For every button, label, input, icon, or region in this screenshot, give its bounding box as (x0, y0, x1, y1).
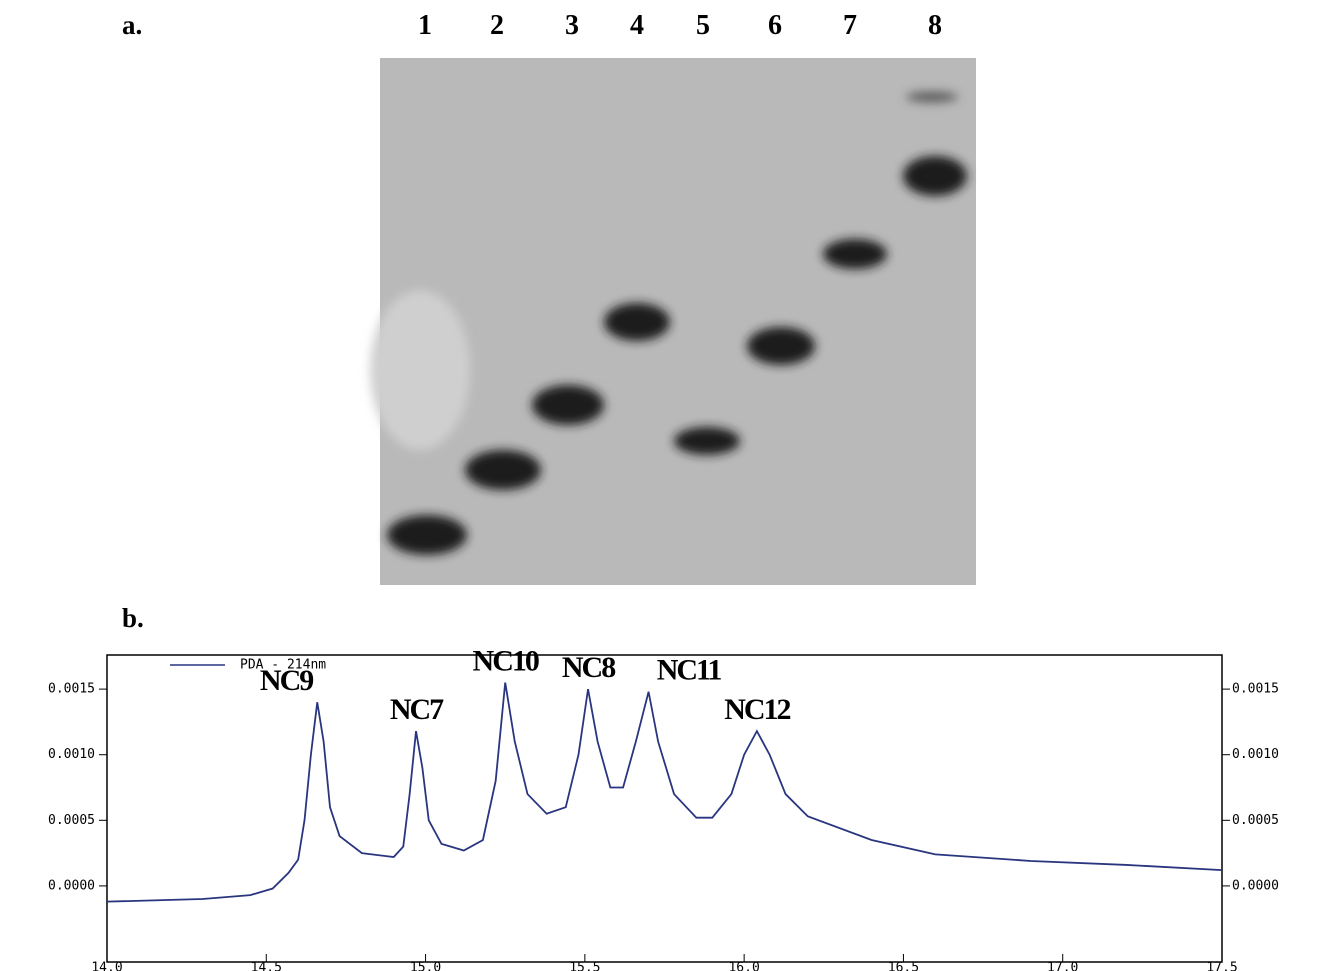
plot-frame (107, 655, 1222, 962)
band (674, 427, 740, 455)
lane-label: 7 (843, 10, 857, 41)
x-tick-label: 15.5 (569, 961, 600, 971)
y-tick-label: 0.0005 (48, 813, 95, 828)
peak-label: NC7 (390, 693, 444, 726)
band (465, 450, 541, 490)
panel-label: b. (122, 603, 144, 633)
x-tick-label: 14.0 (91, 961, 122, 971)
band (387, 515, 467, 555)
gel (370, 58, 976, 585)
y2-tick-label: 0.0010 (1232, 747, 1279, 762)
peak-label: NC10 (473, 645, 539, 678)
band (604, 303, 670, 341)
lane-label: 2 (490, 10, 504, 41)
x-tick-label: 14.5 (251, 961, 282, 971)
panel-label: a. (122, 10, 142, 40)
band (823, 239, 887, 269)
lane-label: 6 (768, 10, 782, 41)
lane-label: 1 (418, 10, 432, 41)
gel-smear (370, 290, 470, 450)
gel-background (380, 58, 976, 585)
line (107, 683, 1222, 902)
x-tick-label: 15.0 (410, 961, 441, 971)
figure: a. 12345678 b. 0.00000.00000.00050.00050… (0, 0, 1317, 971)
x-tick-label: 17.5 (1206, 961, 1237, 971)
band (903, 156, 967, 196)
band (906, 92, 958, 102)
lane-label: 3 (565, 10, 579, 41)
y2-tick-label: 0.0005 (1232, 813, 1279, 828)
lane-label: 8 (928, 10, 942, 41)
x-tick-label: 17.0 (1047, 961, 1078, 971)
band (747, 327, 815, 365)
lane-label: 4 (630, 10, 644, 41)
peak-label: NC11 (657, 654, 722, 687)
band (532, 385, 604, 425)
y2-tick-label: 0.0015 (1232, 682, 1279, 697)
x-tick-label: 16.5 (888, 961, 919, 971)
lane-label: 5 (696, 10, 710, 41)
peak-label: NC12 (724, 693, 790, 726)
plot: 0.0000 0.0000 0.0005 0.0005 0.0010 0.0010 0.00… (48, 645, 1279, 971)
peak-label: NC8 (562, 651, 615, 684)
y-tick-label: 0.0015 (48, 682, 95, 697)
x-tick-label: 16.0 (728, 961, 759, 971)
peak-label: NC9 (260, 664, 313, 697)
y-tick-label: 0.0010 (48, 747, 95, 762)
y2-tick-label: 0.0000 (1232, 878, 1279, 893)
y-tick-label: 0.0000 (48, 878, 95, 893)
lane-labels: 1 2 3 4 5 6 7 8 (418, 10, 942, 41)
